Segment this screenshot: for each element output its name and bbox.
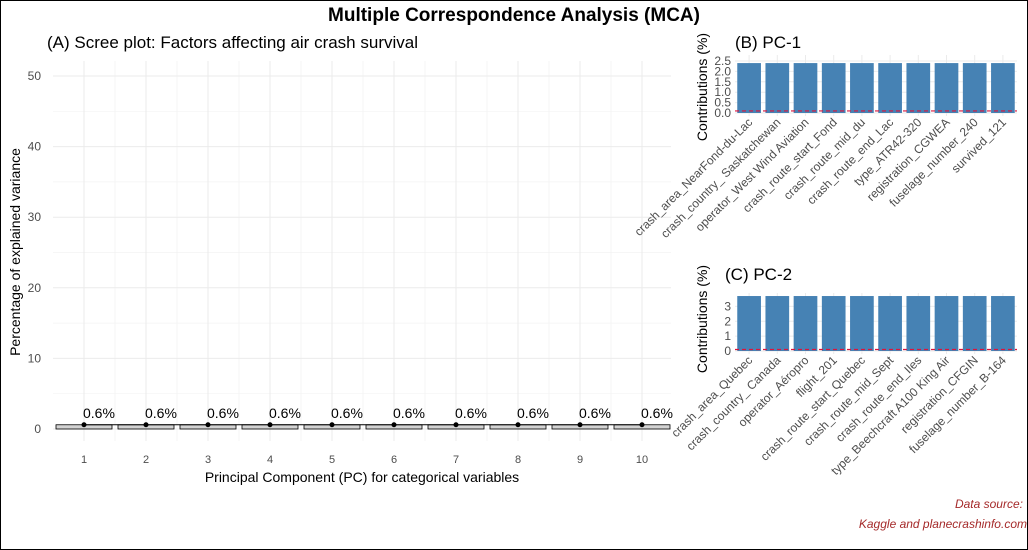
pc1-bars	[737, 63, 1015, 113]
c-bar	[878, 296, 902, 351]
scree-x-tick-label: 8	[515, 454, 521, 466]
c-bar	[850, 296, 874, 351]
c-y-tick-label: 3	[724, 299, 731, 313]
c-bar	[821, 296, 846, 351]
scree-line	[81, 422, 645, 428]
scree-value-label: 0.6%	[641, 405, 673, 421]
b-y-tick-label: 2.5	[714, 54, 731, 68]
c-bar	[934, 296, 959, 351]
c-bar	[906, 296, 931, 351]
pc1-title: (B) PC-1	[735, 33, 801, 52]
b-bar	[821, 63, 846, 113]
c-bar	[962, 296, 987, 351]
scree-x-tick-label: 7	[453, 454, 459, 466]
pc1-panel: (B) PC-1 0.00.51.01.52.02.5 crash_area_N…	[632, 33, 1017, 241]
scree-value-label: 0.6%	[517, 405, 549, 421]
scree-point	[143, 422, 149, 428]
scree-gridlines	[53, 61, 671, 441]
b-bar	[737, 63, 761, 113]
scree-x-ticks: 1 2 3 4 5 6 7 8 9 10	[81, 454, 648, 466]
scree-y-tick-label: 40	[28, 140, 42, 154]
scree-y-axis-title: Percentage of explained variance	[7, 148, 23, 356]
b-bar	[906, 63, 931, 113]
b-y-tick-label: 0.5	[714, 96, 731, 110]
c-bar	[765, 296, 790, 351]
scree-value-label: 0.6%	[393, 405, 425, 421]
pc1-y-ticks: 0.00.51.01.52.02.5	[714, 54, 731, 120]
scree-title: (A) Scree plot: Factors affecting air cr…	[47, 33, 418, 52]
b-x-tick-label: operator_West Wind Aviation	[693, 115, 812, 234]
b-y-tick-label: 1.0	[714, 85, 731, 99]
scree-y-tick-label: 20	[28, 281, 42, 295]
scree-x-tick-label: 1	[81, 454, 87, 466]
c-y-tick-label: 2	[724, 314, 731, 328]
pc2-bars	[737, 296, 1015, 351]
pc1-y-axis-title: Contributions (%)	[694, 33, 710, 141]
pc2-y-axis-title: Contributions (%)	[694, 265, 710, 373]
scree-value-label: 0.6%	[269, 405, 301, 421]
scree-x-tick-label: 5	[329, 454, 335, 466]
scree-point	[639, 422, 645, 428]
c-bar	[991, 296, 1015, 351]
scree-y-tick-label: 30	[28, 210, 42, 224]
c-bar	[737, 296, 761, 351]
data-source-line-1: Data source:	[955, 497, 1023, 511]
scree-x-tick-label: 4	[267, 454, 273, 466]
c-y-tick-label: 0	[724, 344, 731, 358]
scree-x-tick-label: 9	[577, 454, 583, 466]
b-y-tick-label: 2.0	[714, 64, 731, 78]
b-x-tick-label: crash_country_ Saskatchewan	[658, 115, 783, 240]
scree-point	[577, 422, 583, 428]
pc1-x-ticks: crash_area_NearFond-du-Laccrash_country_…	[632, 115, 1010, 241]
scree-y-tick-label: 0	[34, 422, 41, 436]
scree-x-tick-label: 10	[636, 454, 648, 466]
scree-point	[267, 422, 273, 428]
b-bar	[878, 63, 902, 113]
scree-point	[453, 422, 459, 428]
scree-point	[329, 422, 335, 428]
scree-x-tick-label: 6	[391, 454, 397, 466]
scree-value-labels: 0.6% 0.6% 0.6% 0.6% 0.6% 0.6% 0.6% 0.6% 0.6% 0.6%	[83, 405, 673, 421]
scree-point	[515, 422, 521, 428]
data-source-line-2: Kaggle and planecrashinfo.com	[859, 517, 1027, 531]
b-y-tick-label: 0.0	[714, 106, 731, 120]
figure-title: Multiple Correspondence Analysis (MCA)	[328, 5, 700, 26]
c-y-tick-label: 1	[724, 329, 731, 343]
scree-x-axis-title: Principal Component (PC) for categorical…	[205, 469, 519, 485]
b-y-tick-label: 1.5	[714, 75, 731, 89]
b-bar	[934, 63, 959, 113]
scree-value-label: 0.6%	[455, 405, 487, 421]
scree-value-label: 0.6%	[579, 405, 611, 421]
scree-point	[391, 422, 397, 428]
scree-value-label: 0.6%	[83, 405, 115, 421]
b-bar	[850, 63, 874, 113]
scree-value-label: 0.6%	[145, 405, 177, 421]
scree-point	[205, 422, 211, 428]
scree-value-label: 0.6%	[331, 405, 363, 421]
scree-value-label: 0.6%	[207, 405, 239, 421]
b-bar	[793, 63, 818, 113]
pc2-title: (C) PC-2	[725, 265, 792, 284]
scree-x-tick-label: 2	[143, 454, 149, 466]
scree-point	[81, 422, 87, 428]
c-bar	[793, 296, 818, 351]
scree-y-tick-label: 10	[28, 351, 42, 365]
scree-x-tick-label: 3	[205, 454, 211, 466]
scree-y-ticks: 0 10 20 30 40 50	[28, 69, 42, 436]
b-bar	[765, 63, 790, 113]
scree-panel: (A) Scree plot: Factors affecting air cr…	[7, 33, 673, 485]
b-bar	[991, 63, 1015, 113]
scree-y-tick-label: 50	[28, 69, 42, 83]
b-bar	[962, 63, 987, 113]
